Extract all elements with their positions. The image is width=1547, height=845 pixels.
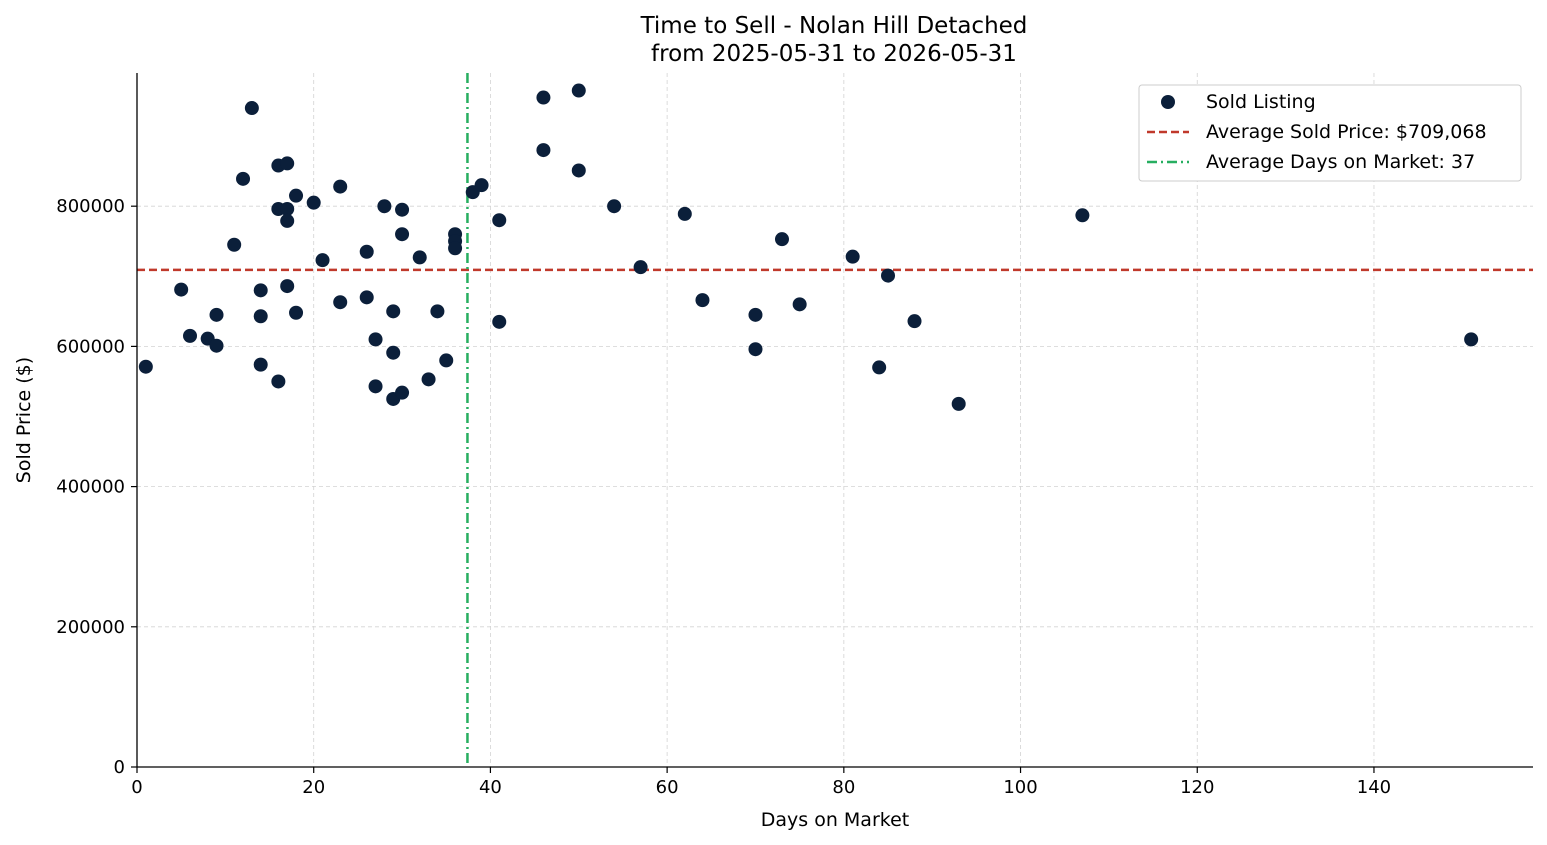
- x-tick-label: 0: [131, 777, 142, 798]
- data-point: [536, 143, 551, 158]
- data-point: [439, 353, 454, 368]
- data-point: [209, 338, 224, 353]
- data-point: [253, 357, 268, 372]
- data-point: [386, 345, 401, 360]
- y-axis-label: Sold Price ($): [13, 357, 35, 483]
- y-tick-label: 0: [114, 757, 125, 778]
- data-point: [430, 304, 445, 319]
- data-point: [289, 188, 304, 203]
- data-point: [633, 260, 648, 275]
- chart-title: Time to Sell - Nolan Hill Detached: [640, 13, 1028, 39]
- data-point: [845, 249, 860, 264]
- data-point: [244, 101, 259, 116]
- data-point: [395, 227, 410, 242]
- data-point: [280, 156, 295, 171]
- data-point: [395, 385, 410, 400]
- data-point: [377, 199, 392, 214]
- data-point: [492, 213, 507, 228]
- data-point: [306, 195, 321, 210]
- legend-marker-sold-listing: [1161, 95, 1175, 109]
- data-point: [386, 304, 401, 319]
- data-point: [253, 309, 268, 324]
- data-point: [209, 307, 224, 322]
- data-point: [881, 268, 896, 283]
- data-point: [138, 359, 153, 374]
- x-tick-label: 40: [479, 777, 502, 798]
- x-tick-label: 80: [832, 777, 855, 798]
- data-point: [183, 328, 198, 343]
- y-tick-label: 800000: [56, 196, 125, 217]
- data-point: [280, 213, 295, 228]
- data-point: [951, 396, 966, 411]
- data-point: [536, 90, 551, 105]
- data-point: [280, 279, 295, 294]
- legend: Sold Listing Average Sold Price: $709,06…: [1138, 84, 1522, 182]
- grid: [137, 73, 1533, 767]
- x-tick-label: 140: [1357, 777, 1391, 798]
- data-point: [1464, 332, 1479, 347]
- data-point: [1075, 208, 1090, 223]
- legend-label-avg-price: Average Sold Price: $709,068: [1206, 121, 1487, 143]
- y-tick-label: 600000: [56, 336, 125, 357]
- data-point: [289, 305, 304, 320]
- data-point: [395, 202, 410, 217]
- x-tick-label: 20: [302, 777, 325, 798]
- data-point: [774, 232, 789, 247]
- data-point: [174, 282, 189, 297]
- data-point: [872, 360, 887, 375]
- x-tick-label: 60: [656, 777, 679, 798]
- data-point: [368, 379, 383, 394]
- data-point: [227, 237, 242, 252]
- data-point: [412, 250, 427, 265]
- data-point: [474, 178, 489, 193]
- data-point: [315, 253, 330, 268]
- data-point: [607, 199, 622, 214]
- y-tick-label: 200000: [56, 617, 125, 638]
- data-point: [271, 374, 286, 389]
- data-point: [368, 332, 383, 347]
- legend-box: [1138, 84, 1522, 182]
- chart-subtitle: from 2025-05-31 to 2026-05-31: [651, 41, 1017, 67]
- x-axis-label: Days on Market: [761, 809, 909, 831]
- data-point: [253, 283, 268, 298]
- data-point: [236, 171, 251, 186]
- data-point: [677, 206, 692, 221]
- data-point: [695, 293, 710, 308]
- legend-label-sold-listing: Sold Listing: [1206, 91, 1316, 113]
- y-tick-label: 400000: [56, 477, 125, 498]
- data-point: [280, 201, 295, 216]
- data-point: [333, 179, 348, 194]
- data-point: [571, 163, 586, 178]
- data-point: [748, 307, 763, 322]
- data-point: [907, 314, 922, 329]
- data-points: [138, 83, 1479, 411]
- data-point: [333, 295, 348, 310]
- x-tick-label: 100: [1003, 777, 1037, 798]
- axes: [136, 73, 1533, 768]
- data-point: [448, 241, 463, 256]
- data-point: [571, 83, 586, 98]
- data-point: [792, 297, 807, 312]
- y-ticks: 0 200000 400000 600000 800000: [56, 196, 137, 778]
- x-ticks: 0 20 40 60 80 100 120 140: [131, 767, 1391, 798]
- legend-label-avg-days: Average Days on Market: 37: [1206, 151, 1475, 173]
- data-point: [421, 372, 436, 387]
- x-tick-label: 120: [1180, 777, 1214, 798]
- data-point: [492, 314, 507, 329]
- data-point: [359, 244, 374, 259]
- data-point: [748, 342, 763, 357]
- data-point: [359, 290, 374, 305]
